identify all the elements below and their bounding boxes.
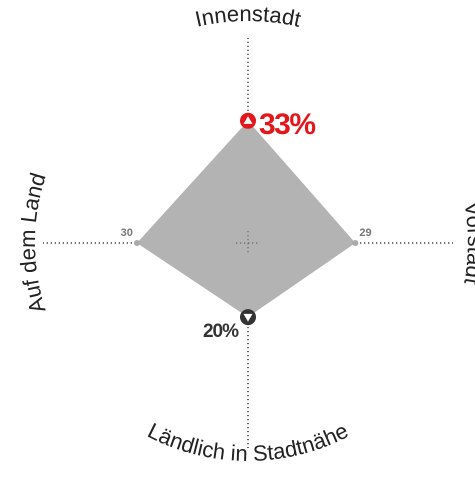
axis-title-path: Innenstadt bbox=[193, 1, 304, 32]
axis-title: Innenstadt bbox=[193, 1, 304, 32]
axis-title: Vorstadt bbox=[459, 200, 475, 287]
value-label: 30 bbox=[121, 227, 133, 239]
point-arrow bbox=[243, 313, 253, 322]
point-marker bbox=[133, 240, 140, 246]
point-arrow bbox=[243, 116, 253, 124]
axis-title-path: Auf dem Land bbox=[15, 170, 51, 316]
value-label: 33% bbox=[259, 108, 315, 141]
point-marker bbox=[352, 240, 359, 246]
value-label: 29 bbox=[359, 227, 371, 239]
axis-title-path: Ländlich in Stadtnähe bbox=[144, 418, 352, 466]
value-label: 20% bbox=[203, 321, 239, 342]
axis-title-path: Vorstadt bbox=[459, 200, 475, 287]
axis-title: Ländlich in Stadtnähe bbox=[144, 418, 352, 466]
radar-area bbox=[136, 120, 356, 318]
axis-title: Auf dem Land bbox=[15, 170, 51, 316]
